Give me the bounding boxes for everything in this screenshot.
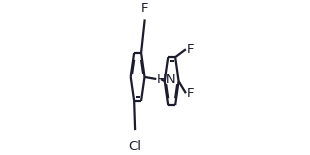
Text: F: F	[141, 2, 148, 15]
Text: F: F	[187, 87, 194, 100]
Text: Cl: Cl	[129, 140, 142, 153]
Text: HN: HN	[157, 73, 177, 86]
Text: F: F	[187, 43, 194, 56]
